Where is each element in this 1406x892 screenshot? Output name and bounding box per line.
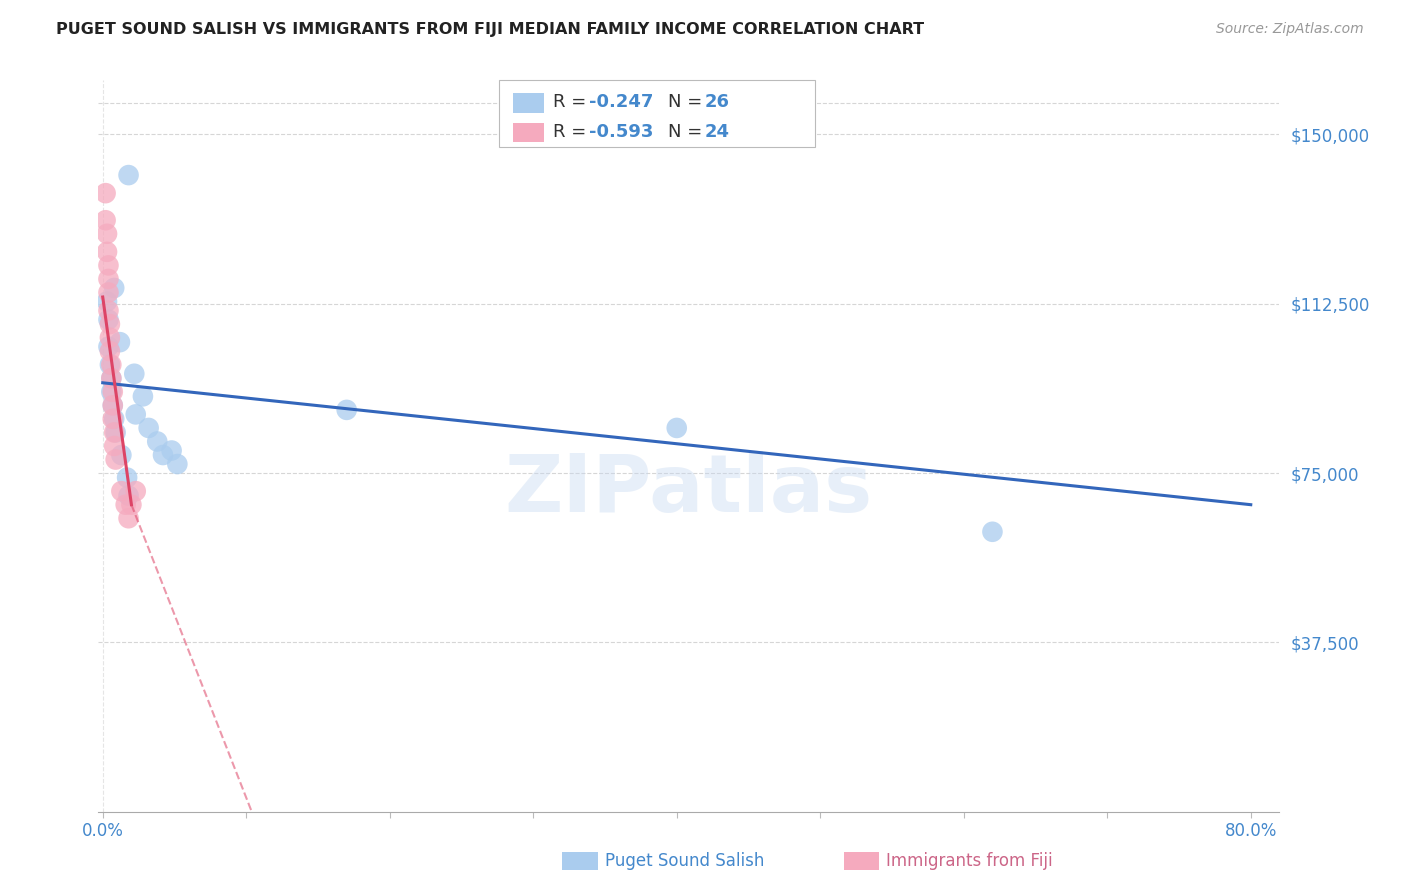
Point (100, 371, 122, 385)
Point (97, 312, 120, 326)
Point (104, 452, 127, 467)
Point (98, 317, 121, 331)
Point (152, 448, 174, 462)
Point (120, 498, 142, 512)
Text: -0.593: -0.593 (589, 122, 654, 141)
Point (101, 398, 124, 412)
Point (146, 434, 169, 449)
Point (103, 425, 125, 440)
Point (125, 484, 148, 499)
Point (117, 511, 139, 525)
Point (101, 412, 124, 426)
Point (97, 285, 120, 300)
Text: R =: R = (553, 93, 592, 112)
Text: R =: R = (553, 122, 592, 141)
Point (98, 331, 121, 345)
Point (97, 259, 120, 273)
Text: Immigrants from Fiji: Immigrants from Fiji (886, 852, 1053, 870)
Point (108, 335, 131, 350)
Point (115, 470, 138, 484)
Point (104, 425, 127, 440)
Text: PUGET SOUND SALISH VS IMMIGRANTS FROM FIJI MEDIAN FAMILY INCOME CORRELATION CHAR: PUGET SOUND SALISH VS IMMIGRANTS FROM FI… (56, 22, 924, 37)
Point (124, 367, 146, 381)
Text: 24: 24 (704, 122, 730, 141)
Point (100, 358, 122, 372)
Point (94, 213, 117, 227)
Point (114, 498, 136, 512)
Point (101, 384, 124, 399)
Point (665, 421, 688, 435)
Point (96, 244, 118, 259)
Point (96, 227, 118, 241)
Point (98, 344, 121, 359)
Point (117, 489, 139, 503)
Point (981, 524, 1004, 539)
Point (97, 303, 120, 318)
Point (97, 340, 120, 354)
Text: Source: ZipAtlas.com: Source: ZipAtlas.com (1216, 22, 1364, 37)
Text: -0.247: -0.247 (589, 93, 654, 112)
Text: Puget Sound Salish: Puget Sound Salish (605, 852, 763, 870)
Point (138, 421, 160, 435)
Point (110, 484, 132, 499)
Point (125, 408, 148, 422)
Text: N =: N = (668, 122, 707, 141)
Point (100, 384, 122, 399)
Point (336, 403, 359, 417)
Text: N =: N = (668, 93, 707, 112)
Text: ZIPatlas: ZIPatlas (505, 450, 873, 529)
Point (110, 448, 132, 462)
Point (117, 168, 139, 182)
Point (94, 186, 117, 201)
Point (160, 443, 183, 458)
Point (103, 439, 125, 453)
Point (98, 358, 121, 372)
Text: 26: 26 (704, 93, 730, 112)
Point (166, 457, 188, 471)
Point (132, 389, 155, 403)
Point (97, 272, 120, 286)
Point (100, 371, 122, 385)
Point (103, 281, 125, 295)
Point (96, 294, 118, 309)
Point (101, 398, 124, 412)
Point (103, 412, 125, 426)
